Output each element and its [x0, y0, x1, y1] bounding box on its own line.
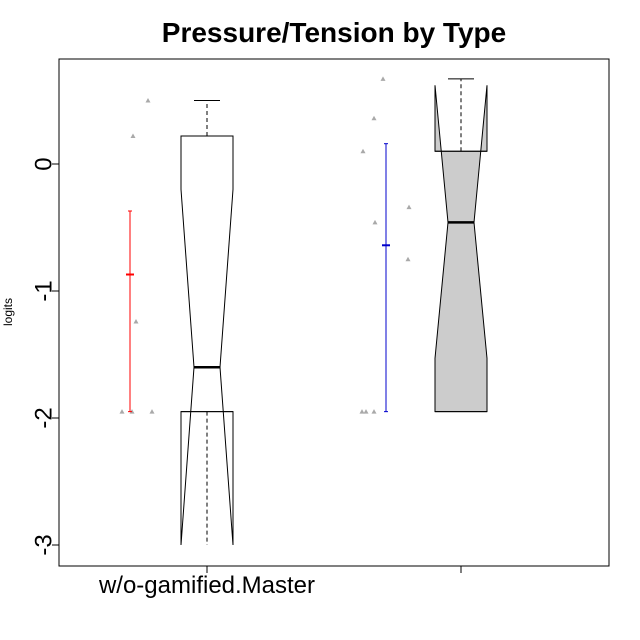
data-point — [130, 133, 136, 139]
data-point — [133, 318, 139, 324]
data-point — [363, 409, 369, 414]
data-point — [380, 76, 386, 81]
y-tick-label: -1 — [31, 280, 58, 301]
data-point — [119, 409, 125, 414]
data-point — [371, 115, 377, 121]
y-tick-label: -3 — [31, 534, 58, 555]
y-tick-label: -2 — [31, 407, 58, 428]
data-point — [406, 204, 412, 210]
data-point — [360, 148, 366, 154]
chart-title: Pressure/Tension by Type — [162, 17, 506, 48]
data-point — [372, 219, 378, 225]
x-tick-label: w/o-gamified.Master — [98, 572, 315, 599]
plot-area — [119, 76, 488, 546]
y-axis: 0 -1 -2 -3 — [31, 157, 60, 556]
data-point — [149, 409, 155, 414]
y-axis-label: logits — [1, 298, 15, 326]
data-point — [359, 409, 365, 414]
y-tick-label: 0 — [31, 157, 58, 170]
data-point — [405, 256, 411, 262]
plot-frame — [58, 58, 610, 567]
x-axis: w/o-gamified.Master — [98, 565, 462, 599]
data-point — [371, 409, 377, 414]
data-point — [145, 98, 151, 103]
